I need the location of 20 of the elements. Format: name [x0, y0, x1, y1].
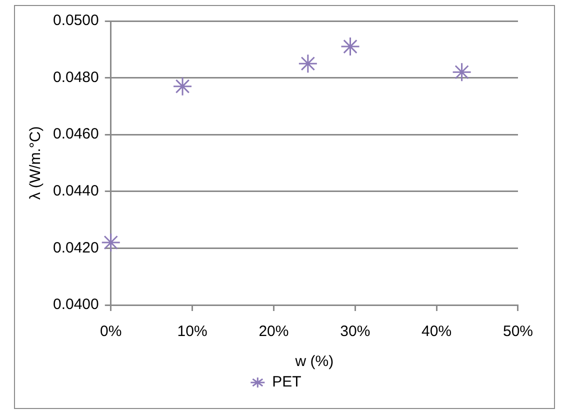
y-tick-label: 0.0460 [52, 126, 99, 143]
x-tick-label: 50% [502, 323, 534, 340]
y-tick-label: 0.0420 [52, 239, 99, 256]
x-tick-label: 40% [422, 323, 452, 340]
y-tick-label: 0.0400 [52, 296, 99, 314]
y-axis-title: λ (W/m.°C) [27, 126, 44, 200]
x-tick-label: 30% [340, 323, 370, 340]
legend-label: PET [272, 374, 302, 391]
point [340, 36, 360, 56]
point [452, 62, 472, 82]
point [101, 232, 121, 252]
x-tick-label: 0% [100, 323, 122, 340]
point [298, 54, 318, 74]
x-axis-title: w (%) [294, 353, 334, 370]
x-tick-label: 10% [177, 323, 208, 340]
y-tick-label: 0.0500 [52, 12, 99, 30]
y-tick-label: 0.0440 [52, 182, 99, 200]
y-tick-label: 0.0480 [52, 68, 99, 86]
x-tick-label: 20% [258, 323, 289, 340]
point [172, 76, 192, 96]
